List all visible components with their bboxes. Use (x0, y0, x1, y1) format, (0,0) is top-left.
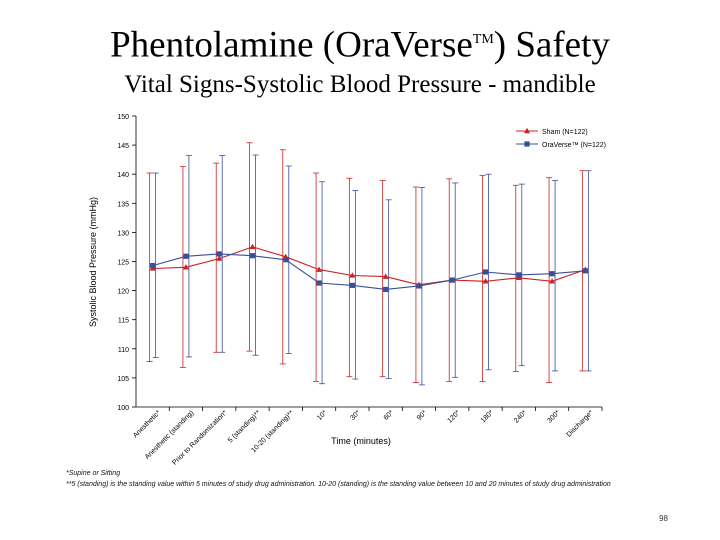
legend-label: OraVerse™ (N=122) (542, 142, 606, 149)
data-point-triangle (182, 264, 189, 270)
data-point-triangle (316, 266, 323, 272)
x-tick-label: Discharge* (566, 409, 595, 438)
data-point-square (416, 283, 422, 289)
x-tick-label: Anesthetic* (132, 409, 162, 439)
y-axis-label: Systolic Blood Pressure (mmHg) (88, 197, 98, 327)
x-tick-label: 60* (383, 409, 396, 422)
series-line-2 (152, 253, 586, 290)
x-tick-label: 240* (513, 409, 528, 424)
data-point-square (516, 272, 522, 278)
data-point-square (316, 280, 322, 286)
data-point-triangle (349, 272, 356, 278)
x-tick-label: Prior to Randomization* (171, 409, 228, 466)
y-tick-label: 130 (117, 230, 129, 237)
chart-axes (135, 116, 602, 408)
legend-marker-square (524, 141, 530, 147)
y-tick-label: 115 (118, 318, 129, 325)
data-point-square (383, 286, 389, 293)
y-tick-label: 120 (117, 289, 129, 296)
trademark-mark: TM (472, 32, 494, 47)
error-bars (146, 142, 592, 386)
data-point-triangle (216, 255, 223, 261)
y-tick-label: 140 (117, 172, 129, 179)
x-tick-label: 180* (480, 409, 495, 424)
data-point-triangle (382, 273, 389, 279)
y-tick-label: 105 (117, 376, 129, 383)
legend-label: Sham (N=122) (542, 129, 588, 136)
y-tick-label: 135 (117, 201, 129, 208)
slide-title-main: Phentolamine (OraVerse (110, 24, 473, 66)
series-lines (152, 246, 586, 290)
y-tick-label: 125 (117, 260, 129, 267)
y-tick-label: 150 (117, 114, 129, 121)
x-tick-label: 10* (316, 409, 329, 422)
x-tick-label: 5 (standing)** (227, 409, 262, 444)
y-tick-label: 145 (117, 143, 129, 150)
y-tick-label: 100 (117, 405, 129, 412)
data-point-square (582, 268, 588, 274)
data-point-triangle (549, 278, 556, 284)
x-tick-label: 90* (416, 409, 429, 422)
data-point-square (283, 257, 289, 263)
slide-title: Phentolamine (OraVerseTM) Safety (0, 18, 720, 67)
slide-title-end: ) Safety (493, 24, 610, 66)
data-point-square (349, 282, 355, 288)
data-point-square (150, 262, 156, 269)
series-line-1 (152, 246, 586, 286)
slide-subtitle: Vital Signs-Systolic Blood Pressure - ma… (124, 71, 596, 98)
x-tick-label: 120* (446, 409, 461, 424)
x-tick-label: 30* (349, 409, 362, 422)
x-axis-label: Time (minutes) (331, 436, 391, 446)
footnote-supine: *Supine or Sitting (66, 470, 121, 477)
y-tick-label: 110 (118, 347, 129, 354)
y-axis-ticks: 100 105 110 115 120 125 130 135 140 145 150 (117, 114, 136, 412)
footnote-standing: **5 (standing) is the standing value wit… (66, 481, 611, 488)
data-point-square (183, 253, 189, 259)
data-point-square (549, 271, 555, 277)
page-number: 98 (659, 514, 668, 523)
x-tick-label: 300* (546, 409, 561, 424)
legend-marker-triangle (524, 127, 530, 134)
data-point-square (216, 251, 222, 257)
data-point-square (249, 253, 256, 259)
data-point-square (482, 269, 489, 275)
series-points (149, 243, 589, 293)
chart-legend: Sham (N=122) OraVerse™ (N=122) (516, 127, 606, 149)
data-point-square (449, 277, 455, 283)
data-point-triangle (249, 243, 256, 250)
data-point-triangle (482, 278, 489, 284)
